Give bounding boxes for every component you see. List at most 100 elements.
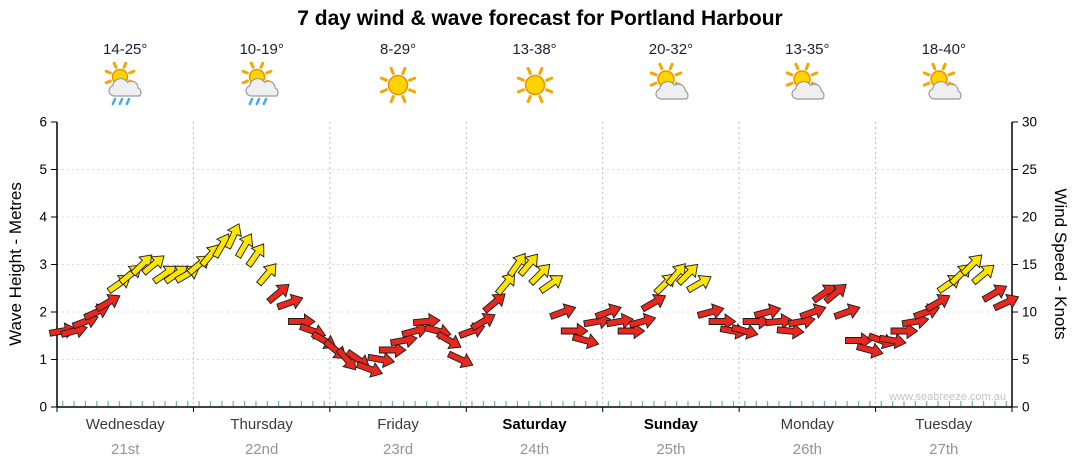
watermark: www.seabreeze.com.au: [888, 391, 1006, 403]
wind-arrow: [730, 323, 759, 340]
wind-arrow: [549, 303, 577, 320]
wind-arrow: [482, 293, 506, 314]
weather-icon-slot: [101, 62, 149, 110]
wind-arrow: [799, 303, 827, 320]
weather-icon-sun: [379, 66, 417, 104]
wind-arrow: [538, 275, 564, 295]
right-tick-label: 20: [1022, 210, 1037, 225]
cloud-icon: [928, 80, 962, 100]
wind-arrow: [696, 303, 725, 320]
wind-arrow: [856, 342, 884, 359]
weather-icon-slot: [238, 62, 286, 110]
wind-arrow: [224, 223, 242, 250]
wind-arrow: [833, 303, 861, 320]
rain-icon: [248, 97, 267, 106]
day-name-label: Thursday: [230, 416, 293, 433]
wind-arrow: [130, 254, 153, 277]
day-temp-range: 14-25°: [103, 41, 148, 58]
day-date-label: 26th: [792, 441, 822, 458]
day-name-label: Monday: [780, 416, 835, 433]
wind-arrow: [628, 312, 657, 329]
wind-arrow: [276, 293, 304, 311]
weather-icon-sun-cloud: [922, 62, 962, 100]
right-tick-label: 25: [1022, 162, 1037, 177]
wind-arrow: [594, 303, 622, 320]
wind-arrow: [141, 255, 165, 276]
day-temp-range: 13-38°: [512, 41, 557, 58]
cloud-icon: [108, 77, 142, 97]
wind-arrow: [245, 243, 265, 268]
day-temp-range: 13-35°: [785, 41, 830, 58]
wind-arrow: [446, 350, 474, 369]
wind-arrow: [765, 312, 794, 330]
wind-arrow: [367, 351, 396, 369]
sun-icon: [516, 66, 553, 104]
left-tick-label: 3: [39, 257, 47, 272]
wind-arrow: [571, 333, 600, 350]
wind-arrow: [890, 322, 919, 340]
wind-arrow: [605, 312, 634, 330]
left-tick-label: 4: [39, 210, 47, 225]
left-tick-label: 1: [39, 352, 47, 367]
weather-icon-sun-cloud: [649, 62, 689, 100]
wind-arrow: [776, 322, 805, 340]
right-tick-label: 15: [1022, 257, 1037, 272]
weather-icon-slot: [920, 62, 968, 110]
day-date-label: 27th: [929, 441, 959, 458]
wind-arrow: [676, 263, 699, 286]
day-name-label: Wednesday: [85, 416, 165, 433]
wind-arrow: [494, 272, 516, 297]
wind-arrow: [517, 253, 538, 278]
wind-arrow: [506, 252, 526, 278]
day-temp-range: 20-32°: [648, 41, 694, 58]
weather-icon-slot: [374, 62, 422, 110]
right-tick-label: 30: [1022, 115, 1037, 130]
day-temp-range: 10-19°: [239, 41, 284, 58]
cloud-icon: [245, 77, 279, 97]
weather-icon-sun-cloud-rain: [104, 62, 142, 106]
left-tick-label: 5: [39, 162, 47, 177]
wind-arrow: [412, 312, 441, 330]
left-tick-label: 0: [39, 400, 47, 415]
day-date-label: 25th: [656, 441, 686, 458]
wind-arrow: [640, 293, 667, 313]
wind-arrow: [981, 284, 1008, 303]
wind-arrow: [665, 263, 686, 287]
wind-arrow: [401, 322, 429, 339]
day-name-label: Friday: [377, 416, 419, 433]
day-temp-range: 8-29°: [380, 41, 417, 58]
left-tick-label: 6: [39, 115, 47, 130]
day-date-label: 24th: [519, 441, 550, 458]
wind-arrow: [528, 263, 551, 286]
day-name-label: Tuesday: [915, 416, 973, 433]
wind-arrow: [971, 264, 995, 286]
rain-icon: [111, 97, 131, 106]
wind-arrow: [287, 313, 316, 330]
wind-arrow: [266, 283, 290, 305]
cloud-icon: [655, 80, 689, 100]
wind-arrow: [256, 263, 277, 287]
day-name-label: Sunday: [643, 416, 699, 433]
wind-arrow: [992, 293, 1020, 312]
wind-arrow: [378, 341, 407, 359]
wind-arrow: [234, 233, 254, 259]
wind-arrow: [335, 346, 357, 371]
weather-icon-slot: [783, 62, 831, 110]
wind-arrow: [435, 330, 462, 350]
right-tick-label: 10: [1022, 305, 1037, 320]
wind-arrow: [878, 332, 907, 350]
day-temp-range: 18-40°: [921, 41, 966, 58]
wind-arrow: [708, 313, 737, 330]
day-date-label: 21st: [111, 441, 140, 458]
wind-arrow: [823, 283, 847, 305]
weather-icon-sun-cloud-rain: [241, 62, 279, 106]
day-date-label: 23rd: [383, 441, 414, 458]
left-tick-label: 2: [39, 305, 47, 320]
wind-arrow: [469, 312, 496, 332]
wind-arrow: [685, 274, 712, 294]
right-tick-label: 5: [1022, 352, 1030, 367]
wind-arrow: [753, 303, 782, 320]
weather-icon-slot: [511, 62, 559, 110]
day-date-label: 22nd: [244, 441, 279, 458]
